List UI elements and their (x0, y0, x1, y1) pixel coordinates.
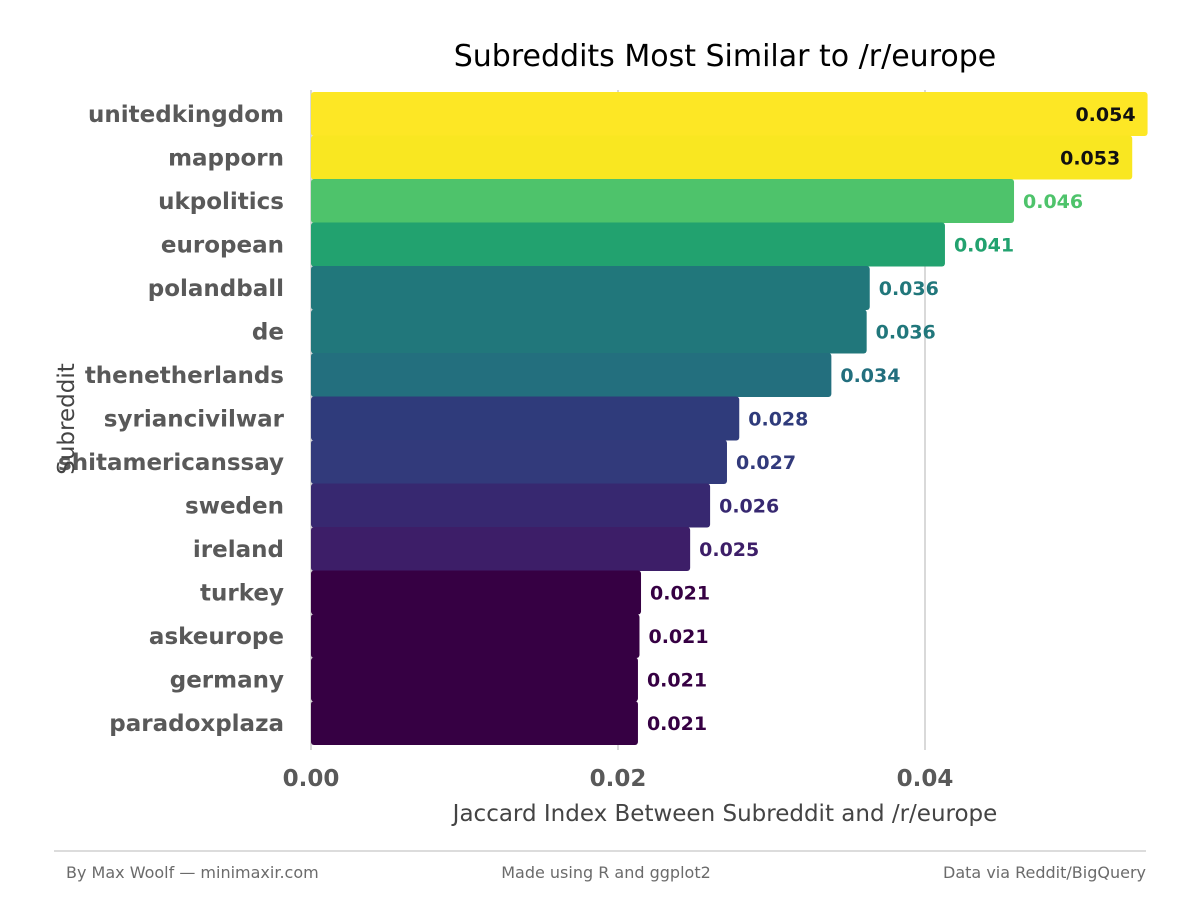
bar (311, 309, 867, 354)
bar (311, 222, 945, 267)
chart-title: Subreddits Most Similar to /r/europe (454, 39, 996, 74)
bar (311, 483, 711, 528)
value-label: 0.021 (647, 669, 707, 691)
value-label: 0.036 (879, 278, 939, 300)
category-label: syriancivilwar (104, 406, 285, 432)
value-label: 0.053 (1060, 147, 1120, 169)
bar (311, 179, 1015, 223)
bar (311, 701, 638, 745)
category-label: thenetherlands (85, 363, 284, 389)
category-label: ukpolitics (158, 189, 284, 215)
value-label: 0.028 (748, 408, 808, 430)
value-label: 0.036 (876, 321, 936, 343)
caption-center: Made using R and ggplot2 (501, 863, 711, 882)
value-label: 0.027 (736, 452, 796, 474)
value-label: 0.026 (719, 495, 779, 517)
value-label: 0.021 (648, 626, 708, 648)
category-label: ireland (193, 537, 284, 563)
value-label: 0.025 (699, 539, 759, 561)
category-label: shitamericanssay (58, 450, 284, 476)
category-label: germany (170, 667, 284, 693)
x-tick-label: 0.04 (897, 766, 954, 792)
category-label: de (252, 319, 284, 345)
category-label: askeurope (149, 624, 284, 650)
category-label: turkey (200, 580, 284, 606)
caption-left: By Max Woolf — minimaxir.com (66, 863, 319, 882)
value-labels: 0.054 0.053 0.046 0.041 0.036 0.036 0.034 0.028… (647, 104, 1136, 735)
bar (311, 266, 870, 310)
x-tick-label: 0.02 (590, 766, 647, 792)
bar (311, 657, 638, 702)
category-label: sweden (185, 493, 284, 519)
category-label: unitedkingdom (88, 102, 284, 128)
category-label: mapporn (168, 145, 284, 171)
category-labels: unitedkingdom mapporn ukpolitics european po… (58, 102, 285, 737)
bars (311, 92, 1148, 745)
bar (311, 440, 727, 484)
value-label: 0.034 (840, 365, 900, 387)
bar (311, 614, 640, 658)
bar (311, 396, 740, 441)
caption-right: Data via Reddit/BigQuery (943, 863, 1146, 882)
category-label: paradoxplaza (109, 711, 284, 737)
bar (311, 353, 832, 397)
value-label: 0.046 (1023, 191, 1083, 213)
value-label: 0.021 (647, 713, 707, 735)
category-label: polandball (148, 276, 284, 302)
y-axis-title: Subreddit (54, 363, 80, 475)
x-tick-label: 0.00 (283, 766, 340, 792)
value-label: 0.041 (954, 234, 1014, 256)
x-tick-labels: 0.00 0.02 0.04 (283, 766, 954, 792)
bar (311, 570, 642, 615)
category-label: european (161, 232, 284, 258)
x-axis-title: Jaccard Index Between Subreddit and /r/e… (451, 801, 998, 827)
value-label: 0.021 (650, 582, 710, 604)
bar (311, 527, 691, 571)
value-label: 0.054 (1075, 104, 1135, 126)
bar (311, 92, 1148, 136)
bar (311, 135, 1133, 180)
